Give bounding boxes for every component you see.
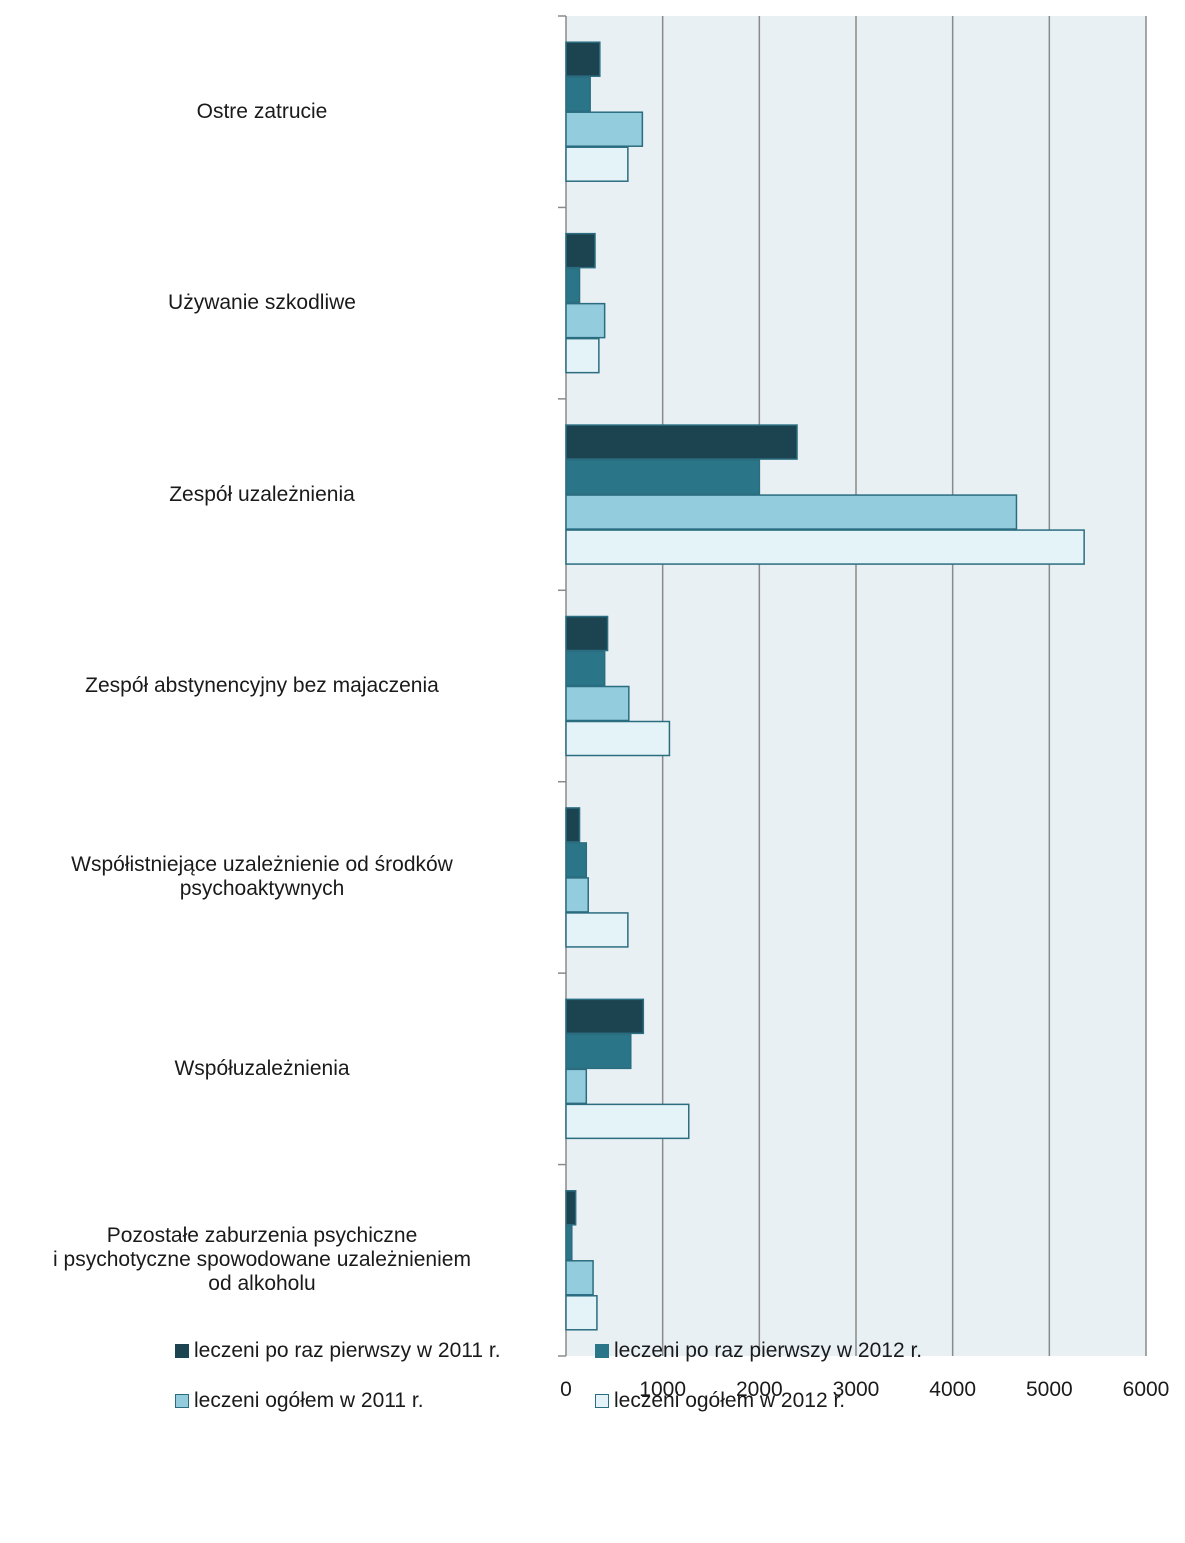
x-tick-label: 5000 (1026, 1378, 1073, 1401)
category-label-line: Zespół uzależnienia (169, 482, 355, 506)
legend-label: leczeni po raz pierwszy w 2012 r. (614, 1339, 923, 1362)
category-label-line: i psychotyczne spowodowane uzależnieniem (53, 1248, 471, 1272)
category-label: Używanie szkodliwe (0, 291, 542, 315)
bar (565, 1103, 690, 1140)
bar (565, 685, 630, 722)
bar (565, 494, 1018, 530)
x-tick-label: 1000 (639, 1378, 686, 1401)
bar (565, 807, 581, 843)
bar (565, 232, 596, 269)
legend-swatch (595, 1344, 609, 1358)
bar (565, 146, 629, 182)
legend: leczeni po raz pierwszy w 2011 r. leczen… (175, 1338, 1175, 1438)
x-tick-label: 0 (560, 1378, 572, 1401)
bar (565, 41, 601, 77)
x-tick-label: 3000 (833, 1378, 880, 1401)
gridlines (661, 16, 1147, 1356)
bar (565, 650, 606, 687)
bar (565, 1190, 577, 1226)
bar (565, 720, 671, 757)
legend-label: leczeni ogółem w 2011 r. (194, 1389, 424, 1412)
category-label-line: Współuzależnienia (174, 1056, 350, 1080)
category-label-line: Zespół abstynencyjny bez majaczenia (85, 674, 439, 697)
category-label: Współuzależnienia (0, 1057, 542, 1081)
bar (565, 1295, 598, 1331)
category-label-line: Współistniejące uzależnienie od środków (71, 853, 453, 877)
legend-swatch (175, 1344, 189, 1358)
legend-item-total-2011: leczeni ogółem w 2011 r. (175, 1388, 424, 1414)
bar (565, 302, 606, 339)
x-tick-label: 4000 (929, 1378, 976, 1401)
bar (565, 998, 645, 1035)
bar (565, 1225, 573, 1261)
category-label: Współistniejące uzależnienie od środków p… (0, 853, 542, 901)
category-label-line: psychoaktywnych (179, 877, 345, 901)
bar (565, 1068, 588, 1105)
legend-item-total-2012: leczeni ogółem w 2012 r. (595, 1388, 845, 1414)
bar (565, 76, 591, 112)
legend-label: leczeni ogółem w 2012 r. (614, 1389, 846, 1412)
bar (565, 529, 1085, 565)
bar (565, 337, 600, 374)
bars (565, 41, 1085, 1331)
x-axis-tick-labels: 0 1000 2000 3000 4000 5000 6000 (560, 1378, 1169, 1401)
category-label-line: Ostre zatrucie (196, 99, 328, 123)
bar (565, 615, 609, 652)
x-tick-label: 6000 (1123, 1378, 1170, 1401)
legend-label: leczeni po raz pierwszy w 2011 r. (194, 1339, 501, 1362)
bar (565, 912, 629, 948)
category-label: Ostre zatrucie (0, 100, 542, 124)
legend-item-first-2011: leczeni po raz pierwszy w 2011 r. (175, 1338, 501, 1364)
category-label: Zespół abstynencyjny bez majaczenia (0, 674, 542, 698)
bar (565, 1260, 594, 1296)
category-axis (558, 15, 567, 1357)
legend-swatch (175, 1394, 189, 1408)
legend-item-first-2012: leczeni po raz pierwszy w 2012 r. (595, 1338, 922, 1364)
bar (565, 877, 589, 913)
bar (565, 111, 644, 147)
category-label: Zespół uzależnienia (0, 483, 542, 507)
bar (565, 424, 798, 460)
bar (565, 459, 761, 495)
category-label-line: Pozostałe zaburzenia psychiczne (106, 1224, 418, 1248)
bar (565, 267, 581, 304)
legend-swatch (595, 1394, 609, 1408)
category-label-line: od alkoholu (208, 1272, 316, 1296)
category-label-line: Używanie szkodliwe (168, 291, 356, 315)
x-tick-label: 2000 (736, 1378, 783, 1401)
category-label: Pozostałe zaburzenia psychiczne i psychot… (0, 1224, 542, 1296)
bar (565, 1033, 632, 1070)
bar (565, 842, 588, 878)
